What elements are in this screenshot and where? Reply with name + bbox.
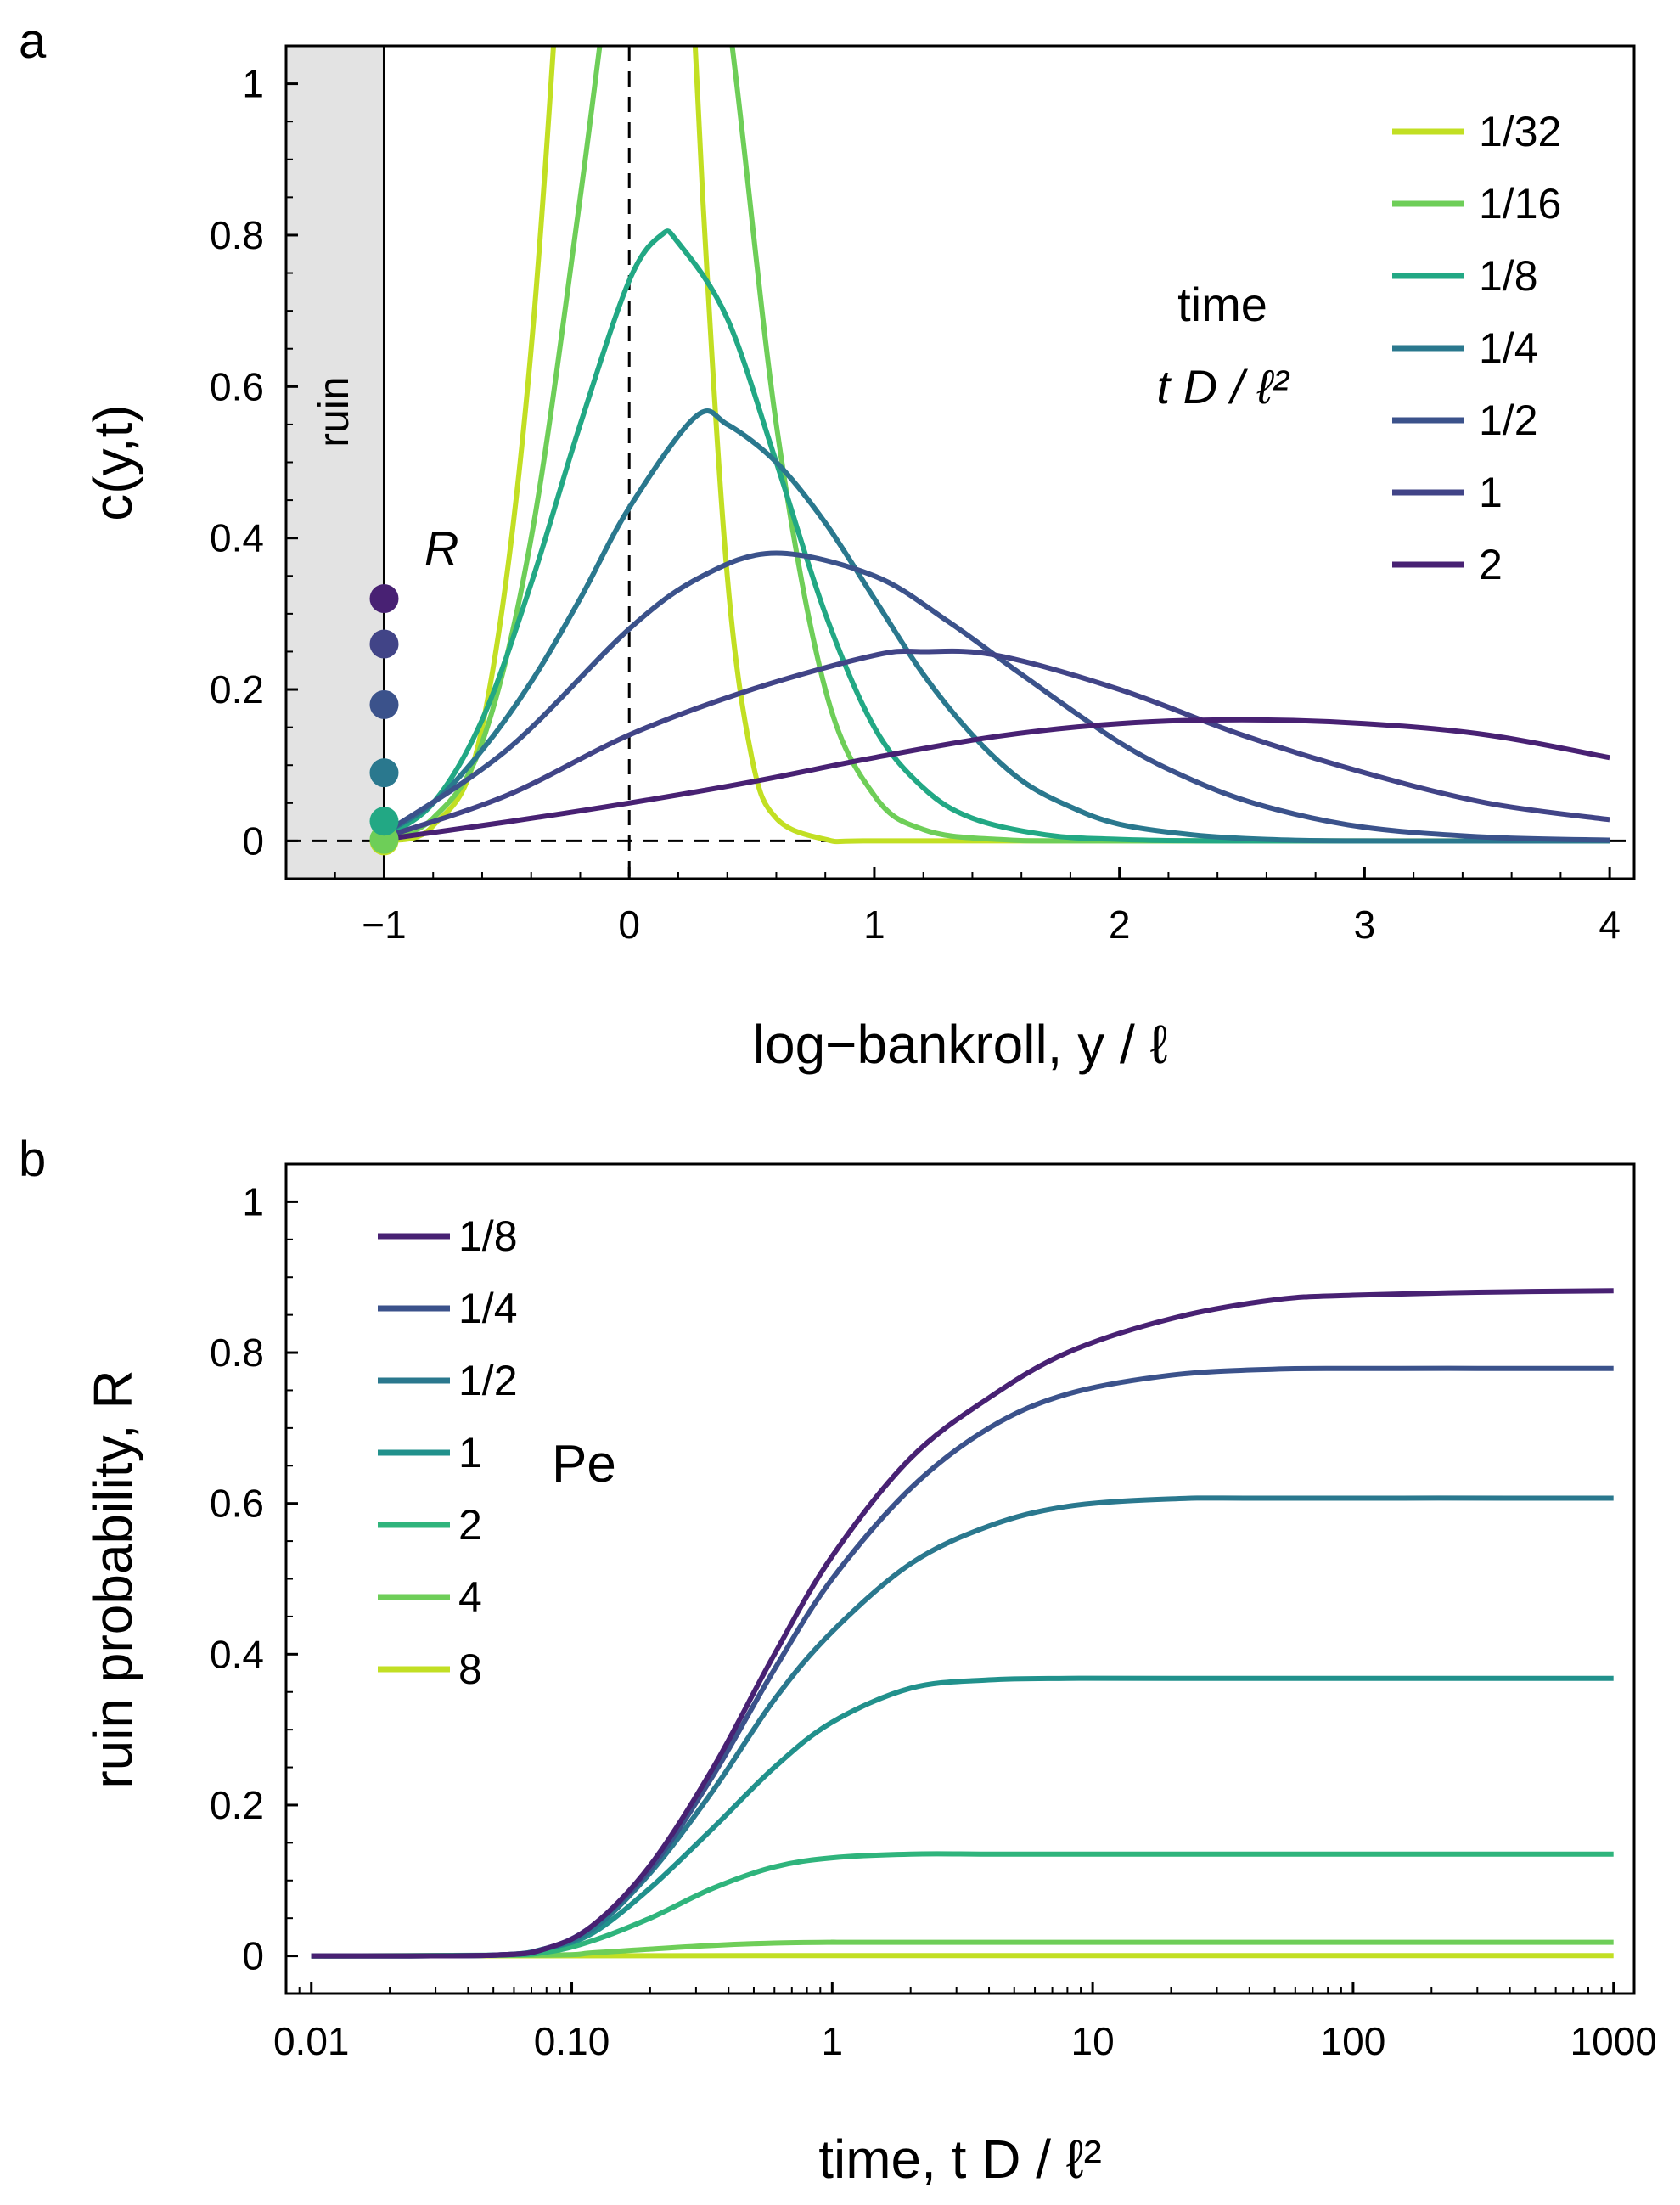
panel-a-shade-label: ruin	[310, 376, 357, 447]
panel-a-marker-label: R	[424, 521, 458, 575]
x-tick-label: 0.01	[273, 2019, 350, 2063]
panel-b-x-axis-label: time, t D / ℓ²	[818, 2129, 1102, 2190]
legend-label-1-8: 1/8	[1479, 252, 1538, 300]
x-tick-label: 2	[1109, 903, 1131, 947]
legend-label-1-2: 1/2	[1479, 397, 1538, 444]
legend-label-1-16: 1/16	[1479, 180, 1561, 228]
series-line-1-8	[382, 228, 1610, 844]
x-tick-label: 0.10	[534, 2019, 610, 2063]
y-tick-label: 0.6	[210, 1482, 264, 1526]
panel-b-legend-title: Pe	[552, 1435, 616, 1493]
y-tick-label: 0	[242, 818, 264, 863]
ruin-region	[286, 46, 385, 879]
legend-label-1-4: 1/4	[1479, 324, 1538, 372]
panel-a-chart: −1 0 1 2 3 4 0 0.2 0.4 0.6 0.8 1 ruin R time t D /…	[82, 44, 1636, 1075]
ruin-marker-1-4	[369, 758, 399, 788]
x-tick-label: 1	[822, 2019, 844, 2063]
legend-label-1: 1	[1479, 469, 1503, 516]
y-tick-label: 0.2	[210, 667, 264, 712]
x-tick-label: 4	[1599, 903, 1621, 947]
panel-a-x-axis-label: log−bankroll, y / ℓ	[753, 1014, 1168, 1075]
x-tick-label: 100	[1321, 2019, 1386, 2063]
legend-label-2: 2	[458, 1501, 482, 1549]
y-tick-label: 0.8	[210, 213, 264, 257]
series-line-1-8	[311, 1288, 1614, 1959]
panel-a-y-axis-label: c(y,t)	[82, 404, 143, 520]
panel-a-legend-title-line2: t D / ℓ²	[1157, 360, 1290, 413]
series-line-1-2	[311, 1495, 1614, 1959]
x-tick-label: −1	[362, 903, 406, 947]
legend-label-1: 1	[458, 1429, 482, 1477]
x-tick-label: 3	[1354, 903, 1376, 947]
ruin-marker-1-8	[369, 807, 399, 836]
series-line-2	[384, 717, 1610, 842]
x-tick-label: 10	[1071, 2019, 1115, 2063]
panel-label-b: b	[19, 1132, 46, 1187]
ruin-marker-1-2	[369, 689, 399, 719]
series-line-1-4	[382, 408, 1610, 844]
series-line-1-4	[311, 1365, 1614, 1959]
y-tick-label: 0	[242, 1934, 264, 1978]
x-tick-label: 1000	[1570, 2019, 1657, 2063]
x-tick-label: 1	[863, 903, 885, 947]
y-tick-label: 1	[242, 1179, 264, 1223]
legend-label-2: 2	[1479, 541, 1503, 588]
series-line-1-32	[383, 46, 1610, 845]
panel-label-a: a	[19, 14, 47, 69]
legend-label-4: 4	[458, 1573, 482, 1621]
y-tick-label: 0.8	[210, 1330, 264, 1375]
ruin-marker-1	[369, 629, 399, 659]
series-line-4	[311, 1939, 1614, 1959]
series-line-1	[383, 648, 1610, 840]
series-line-1-2	[382, 550, 1610, 843]
y-tick-label: 0.2	[210, 1783, 264, 1827]
panel-b-y-axis-label: ruin probability, R	[82, 1370, 143, 1788]
panel-b-chart: 0.01 0.10 1 10 100 1000 0 0.2 0.4 0.6 0.8 1 Pe 1/8…	[82, 1162, 1657, 2190]
legend-label-1-4: 1/4	[458, 1285, 518, 1332]
panel-a-legend-title-line1: time	[1177, 278, 1267, 331]
legend-label-8: 8	[458, 1645, 482, 1693]
series-line-1	[311, 1675, 1614, 1959]
legend-label-1-8: 1/8	[458, 1212, 518, 1260]
y-tick-label: 0.6	[210, 364, 264, 408]
panel-a-plot-frame	[284, 44, 1636, 880]
y-tick-label: 0.4	[210, 516, 264, 560]
legend-label-1-32: 1/32	[1479, 108, 1561, 155]
y-tick-label: 0.4	[210, 1632, 264, 1676]
ruin-marker-2	[369, 584, 399, 614]
series-line-1-16	[383, 46, 1610, 844]
y-tick-label: 1	[242, 62, 264, 106]
legend-label-1-2: 1/2	[458, 1357, 518, 1404]
x-tick-label: 0	[618, 903, 640, 947]
